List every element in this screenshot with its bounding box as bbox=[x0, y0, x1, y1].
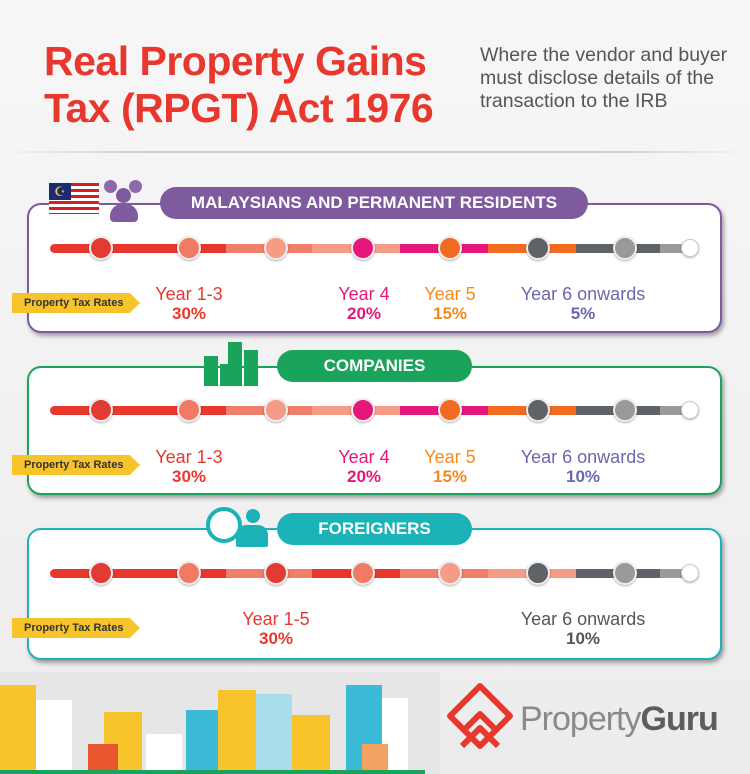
timeline-dot bbox=[177, 236, 201, 260]
brand-name: PropertyGuru bbox=[520, 700, 719, 739]
rate-period: Year 6 onwards bbox=[520, 447, 646, 467]
rate-period: Year 5 bbox=[424, 284, 476, 304]
globe-person-icon bbox=[206, 505, 270, 549]
property-tax-rates-tag: Property Tax Rates bbox=[12, 293, 140, 313]
page-title: Real Property Gains Tax (RPGT) Act 1976 bbox=[44, 38, 434, 132]
section-title: MALAYSIANS AND PERMANENT RESIDENTS bbox=[160, 187, 588, 219]
rate-period: Year 6 onwards bbox=[520, 284, 646, 304]
timeline-segment bbox=[660, 569, 698, 578]
rate-label: Year 6 onwards 10% bbox=[493, 609, 673, 649]
timeline bbox=[50, 236, 699, 260]
timeline-dot bbox=[613, 561, 637, 585]
rate-value: 30% bbox=[258, 629, 294, 648]
brand-part-2: Guru bbox=[640, 700, 719, 738]
rate-value: 30% bbox=[171, 467, 207, 486]
timeline-dot bbox=[89, 561, 113, 585]
rate-label: Year 4 20% bbox=[274, 284, 454, 324]
timeline-dot bbox=[681, 401, 699, 419]
rate-period: Year 1-5 bbox=[242, 609, 310, 629]
timeline-dot bbox=[89, 236, 113, 260]
property-tax-rates-tag: Property Tax Rates bbox=[12, 618, 140, 638]
timeline-segment bbox=[660, 244, 698, 253]
rate-period: Year 1-3 bbox=[155, 447, 223, 467]
rate-label: Year 5 15% bbox=[360, 447, 540, 487]
timeline-dot bbox=[526, 236, 550, 260]
city-illustration bbox=[0, 672, 440, 774]
rate-period: Year 4 bbox=[338, 284, 390, 304]
rate-label: Year 5 15% bbox=[360, 284, 540, 324]
timeline-dot bbox=[264, 398, 288, 422]
rate-label: Year 1-3 30% bbox=[99, 284, 279, 324]
rate-period: Year 4 bbox=[338, 447, 390, 467]
timeline-dot bbox=[177, 398, 201, 422]
buildings-icon bbox=[204, 342, 260, 386]
timeline-dot bbox=[177, 561, 201, 585]
rate-value: 15% bbox=[432, 304, 468, 323]
timeline-dot bbox=[526, 398, 550, 422]
rate-period: Year 6 onwards bbox=[520, 609, 646, 629]
timeline-dot bbox=[613, 236, 637, 260]
timeline-segment bbox=[660, 406, 698, 415]
timeline-dot bbox=[351, 236, 375, 260]
timeline-dot bbox=[681, 239, 699, 257]
property-tax-rates-tag: Property Tax Rates bbox=[12, 455, 140, 475]
rate-label: Year 1-5 30% bbox=[186, 609, 366, 649]
rate-label: Year 6 onwards 5% bbox=[493, 284, 673, 324]
timeline-dot bbox=[526, 561, 550, 585]
people-icon bbox=[100, 178, 148, 222]
rate-value: 5% bbox=[570, 304, 596, 323]
rate-label: Year 1-3 30% bbox=[99, 447, 279, 487]
rate-value: 30% bbox=[171, 304, 207, 323]
title-line-2: Tax (RPGT) Act 1976 bbox=[44, 85, 434, 131]
rate-period: Year 5 bbox=[424, 447, 476, 467]
section-title: FOREIGNERS bbox=[277, 513, 472, 545]
rate-label: Year 6 onwards 10% bbox=[493, 447, 673, 487]
rate-value: 20% bbox=[346, 467, 382, 486]
timeline-dot bbox=[264, 236, 288, 260]
title-line-1: Real Property Gains bbox=[44, 38, 427, 84]
timeline-dot bbox=[351, 398, 375, 422]
rate-period: Year 1-3 bbox=[155, 284, 223, 304]
rate-value: 20% bbox=[346, 304, 382, 323]
brand-part-1: Property bbox=[520, 700, 641, 738]
rate-value: 10% bbox=[565, 467, 601, 486]
timeline-dot bbox=[613, 398, 637, 422]
timeline-dot bbox=[438, 236, 462, 260]
timeline-dot bbox=[438, 561, 462, 585]
timeline bbox=[50, 561, 699, 585]
subtitle: Where the vendor and buyer must disclose… bbox=[480, 44, 728, 112]
timeline-dot bbox=[351, 561, 375, 585]
timeline-dot bbox=[438, 398, 462, 422]
section-foreigners bbox=[27, 528, 722, 660]
timeline-dot bbox=[681, 564, 699, 582]
propertyguru-logo-icon bbox=[444, 680, 516, 765]
rate-value: 15% bbox=[432, 467, 468, 486]
rate-label: Year 4 20% bbox=[274, 447, 454, 487]
divider bbox=[0, 151, 750, 153]
timeline-dot bbox=[89, 398, 113, 422]
timeline-dot bbox=[264, 561, 288, 585]
rate-value: 10% bbox=[565, 629, 601, 648]
timeline bbox=[50, 398, 699, 422]
section-title: COMPANIES bbox=[277, 350, 472, 382]
malaysia-flag-icon: ☪ bbox=[49, 183, 99, 214]
